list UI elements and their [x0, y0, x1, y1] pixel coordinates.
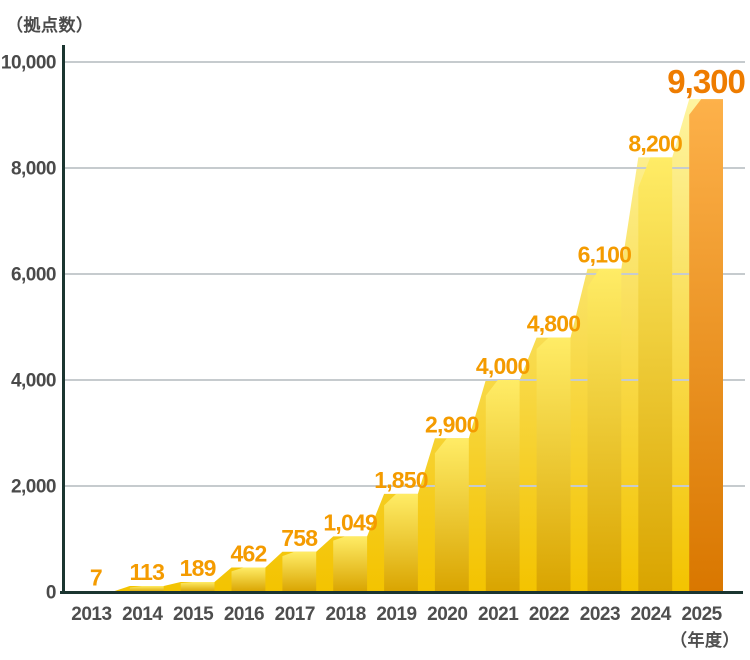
bar-2022	[536, 337, 571, 592]
value-label-2020: 2,900	[425, 411, 479, 437]
value-label-2013: 7	[90, 565, 102, 591]
year-label-2017: 2017	[275, 604, 315, 625]
ytick-label-8,000: 8,000	[11, 159, 56, 180]
year-label-2016: 2016	[224, 604, 264, 625]
bar-2015	[180, 582, 215, 592]
value-label-2025: 9,300	[667, 63, 745, 100]
bar-2019	[384, 493, 418, 592]
value-label-2019: 1,850	[374, 467, 428, 493]
value-label-2022: 4,800	[527, 311, 581, 337]
ytick-label-4,000: 4,000	[11, 371, 56, 392]
value-label-2016: 462	[231, 541, 267, 567]
bar-2018	[333, 536, 368, 592]
y-axis-unit-label: （拠点数）	[6, 16, 94, 35]
bar-2025	[689, 99, 723, 592]
ytick-label-10,000: 10,000	[1, 53, 56, 74]
value-label-2021: 4,000	[476, 353, 530, 379]
x-axis-unit-label: （年度）	[670, 631, 740, 650]
bar-2016	[231, 567, 266, 592]
bar-2020	[434, 438, 469, 592]
year-label-2015: 2015	[173, 604, 214, 625]
year-label-2014: 2014	[122, 604, 163, 625]
bar-2021	[485, 380, 520, 592]
year-label-2022: 2022	[529, 604, 569, 625]
bar-2023	[587, 268, 622, 592]
year-label-2025: 2025	[681, 604, 722, 625]
ytick-label-0: 0	[46, 583, 56, 604]
year-label-2021: 2021	[478, 604, 519, 625]
year-label-2024: 2024	[631, 604, 672, 625]
year-label-2019: 2019	[376, 604, 416, 625]
value-label-2014: 113	[129, 559, 164, 585]
value-label-2018: 1,049	[323, 509, 377, 535]
value-label-2015: 189	[180, 555, 216, 581]
value-label-2017: 758	[281, 525, 318, 551]
ytick-label-6,000: 6,000	[11, 265, 56, 286]
year-label-2023: 2023	[580, 604, 620, 625]
year-label-2018: 2018	[326, 604, 366, 625]
year-label-2020: 2020	[427, 604, 467, 625]
bar-2014	[129, 586, 164, 592]
year-label-2013: 2013	[71, 604, 111, 625]
value-label-2024: 8,200	[628, 130, 682, 156]
ytick-label-2,000: 2,000	[11, 477, 56, 498]
bar-2017	[282, 551, 317, 592]
bar-2024	[638, 157, 673, 592]
value-label-2023: 6,100	[578, 242, 632, 268]
